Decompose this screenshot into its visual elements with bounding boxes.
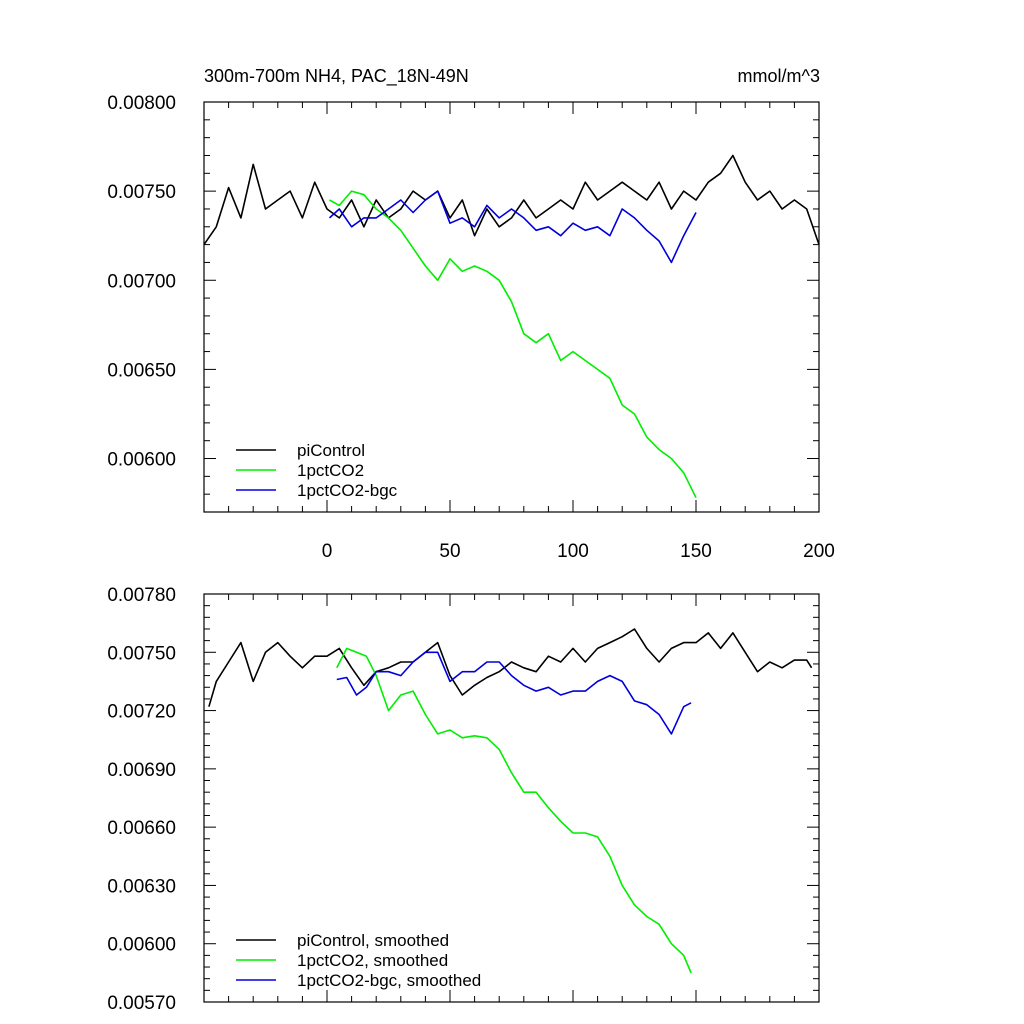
legend-label-1pctco2-bgc-smoothed: 1pctCO2-bgc, smoothed: [297, 971, 481, 990]
x-tick-label: 100: [557, 541, 589, 562]
y-tick-label: 0.00690: [107, 760, 176, 781]
bottom-panel: 0.00780 0.00750 0.00720 0.00690 0.00660 0.006…: [107, 585, 820, 1014]
x-tick-label: 0: [322, 541, 333, 562]
series-line-picontrol-smoothed: [208, 628, 813, 707]
y-tick-label: 0.00750: [107, 182, 176, 203]
series-line-1pctco2-bgc: [328, 190, 697, 264]
y-tick-label: 0.00660: [107, 818, 176, 839]
x-tick-label: 200: [803, 541, 835, 562]
y-tick-label: 0.00570: [107, 993, 176, 1014]
chart-title: 300m-700m NH4, PAC_18N-49N: [204, 66, 469, 87]
legend-label-1pctco2-bgc: 1pctCO2-bgc: [297, 481, 398, 500]
plot-frame: [203, 593, 820, 1003]
top-panel: 0 50 100 150 200 0.00800 0.00750 0.00700 0.00650…: [107, 93, 835, 562]
y-tick-label: 0.00600: [107, 450, 176, 471]
legend-label-1pctco2-smoothed: 1pctCO2, smoothed: [297, 951, 448, 970]
y-tick-label: 0.00800: [107, 93, 176, 114]
chart-units: mmol/m^3: [738, 66, 820, 86]
y-tick-label: 0.00720: [107, 702, 176, 723]
y-tick-label: 0.00780: [107, 585, 176, 606]
y-tick-label: 0.00600: [107, 935, 176, 956]
series-line-1pctco2-bgc-smoothed: [336, 651, 692, 735]
y-tick-label: 0.00700: [107, 271, 176, 292]
series-line-picontrol: [203, 154, 820, 246]
series-line-1pctco2: [329, 190, 697, 499]
legend-label-picontrol-smoothed: piControl, smoothed: [297, 931, 449, 950]
y-tick-label: 0.00750: [107, 643, 176, 664]
x-tick-label: 50: [439, 541, 460, 562]
plot-frame: [203, 101, 820, 513]
series-line-1pctco2-smoothed: [336, 647, 692, 974]
x-tick-label: 150: [680, 541, 712, 562]
legend-label-1pctco2: 1pctCO2: [297, 461, 364, 480]
legend-label-picontrol: piControl: [297, 441, 365, 460]
y-tick-label: 0.00630: [107, 876, 176, 897]
y-tick-label: 0.00650: [107, 360, 176, 381]
